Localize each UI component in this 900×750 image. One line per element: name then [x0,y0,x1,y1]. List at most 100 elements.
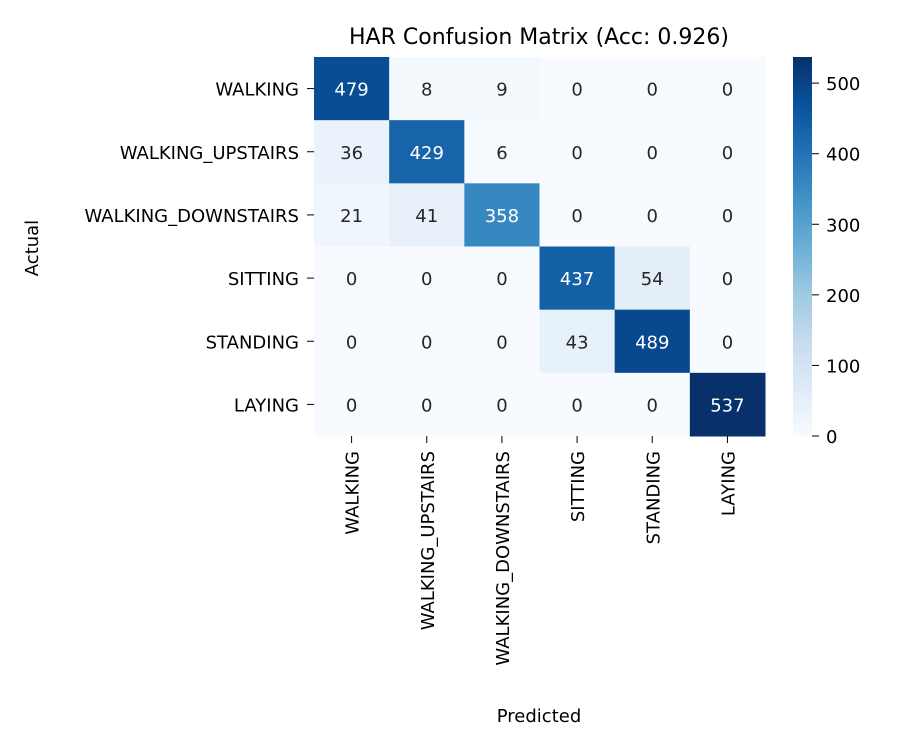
heatmap-cell [614,183,691,247]
colorbar-tick-label: 400 [826,145,860,166]
y-tick-label: SITTING [228,269,299,290]
cell-value-label: 0 [647,395,658,416]
cell-value-label: 0 [571,395,582,416]
heatmap-cell [464,309,540,374]
cell-value-label: 0 [647,206,658,227]
cell-value-label: 21 [340,206,363,227]
cell-value-label: 0 [421,395,432,416]
heatmap-cell [689,120,766,184]
cell-value-label: 0 [346,269,357,290]
cell-value-label: 43 [566,332,589,353]
heatmap-cell [314,246,390,311]
cell-value-label: 0 [647,143,658,164]
cell-value-label: 437 [560,269,594,290]
y-axis-ticks: WALKING WALKING_UPSTAIRS WALKING_DOWNSTAIR… [84,80,314,416]
y-tick-label: WALKING [215,80,299,101]
heatmap-cell [389,57,465,121]
cell-value-label: 0 [571,80,582,101]
cell-value-label: 0 [496,332,507,353]
cell-value-label: 6 [496,143,507,164]
heatmap-cell [464,246,540,311]
heatmap-cell [614,246,691,311]
heatmap-cell [314,309,390,374]
heatmap-cells [314,57,766,437]
cell-value-label: 9 [496,80,507,101]
cell-value-label: 54 [641,269,664,290]
y-tick-label: LAYING [234,395,299,416]
cell-value-label: 0 [346,332,357,353]
heatmap-cell [614,120,691,184]
heatmap-cell [464,120,540,184]
heatmap-cell [464,372,540,437]
colorbar-ticks: 0 100 200 300 400 500 [812,74,860,448]
heatmap-cell [689,57,766,121]
heatmap-cell [539,372,616,437]
cell-value-label: 479 [334,80,368,101]
y-axis-label: Actual [22,220,43,276]
heatmap-cell [314,57,390,121]
heatmap-cell-labels: 479 8 9 0 0 0 36 429 6 0 0 0 21 41 358 0 0 0 0 0 0 437 54 0 0 0 0 4… [334,80,744,417]
heatmap-cell [614,309,691,374]
colorbar [793,57,812,436]
chart-title: HAR Confusion Matrix (Acc: 0.926) [349,25,729,50]
colorbar-tick-label: 200 [826,286,860,307]
cell-value-label: 0 [346,395,357,416]
x-tick-label: SITTING [568,451,589,522]
cell-value-label: 358 [485,206,519,227]
heatmap-cell [389,120,465,184]
cell-value-label: 0 [722,269,733,290]
y-tick-label: WALKING_DOWNSTAIRS [84,206,299,227]
cell-value-label: 429 [410,143,444,164]
heatmap-cell [389,246,465,311]
heatmap-cell [464,183,540,247]
heatmap-cell [314,372,390,437]
heatmap-cell [314,183,390,247]
x-tick-label: WALKING_UPSTAIRS [418,451,439,630]
cell-value-label: 0 [421,269,432,290]
heatmap-cell [614,372,691,437]
cell-value-label: 0 [496,269,507,290]
cell-value-label: 36 [340,143,363,164]
heatmap-cell [689,246,766,311]
cell-value-label: 0 [571,143,582,164]
cell-value-label: 0 [571,206,582,227]
colorbar-tick-label: 0 [826,427,837,448]
cell-value-label: 41 [415,206,438,227]
heatmap-cell [539,57,616,121]
heatmap-cell [539,309,616,374]
heatmap-cell [539,183,616,247]
x-axis-label: Predicted [497,706,582,727]
cell-value-label: 0 [496,395,507,416]
x-tick-label: WALKING [343,451,364,535]
x-axis-ticks: WALKING WALKING_UPSTAIRS WALKING_DOWNSTAIR… [343,436,739,666]
colorbar-tick-label: 300 [826,215,860,236]
y-tick-label: STANDING [206,332,299,353]
heatmap-cell [539,246,616,311]
y-tick-label: WALKING_UPSTAIRS [120,143,299,164]
cell-value-label: 8 [421,80,432,101]
cell-value-label: 537 [710,395,744,416]
cell-value-label: 0 [722,206,733,227]
x-tick-label: LAYING [718,451,739,516]
cell-value-label: 0 [722,80,733,101]
cell-value-label: 0 [421,332,432,353]
heatmap-cell [689,372,766,437]
heatmap-cell [689,183,766,247]
heatmap-cell [314,120,390,184]
heatmap-cell [614,57,691,121]
colorbar-tick-label: 100 [826,356,860,377]
cell-value-label: 489 [635,332,669,353]
x-tick-label: WALKING_DOWNSTAIRS [493,451,514,666]
colorbar-tick-label: 500 [826,74,860,95]
heatmap-cell [389,309,465,374]
heatmap-cell [389,372,465,437]
x-tick-label: STANDING [643,451,664,544]
heatmap-cell [539,120,616,184]
heatmap-cell [689,309,766,374]
heatmap-cell [464,57,540,121]
cell-value-label: 0 [722,332,733,353]
cell-value-label: 0 [722,143,733,164]
cell-value-label: 0 [647,80,658,101]
heatmap-cell [389,183,465,247]
